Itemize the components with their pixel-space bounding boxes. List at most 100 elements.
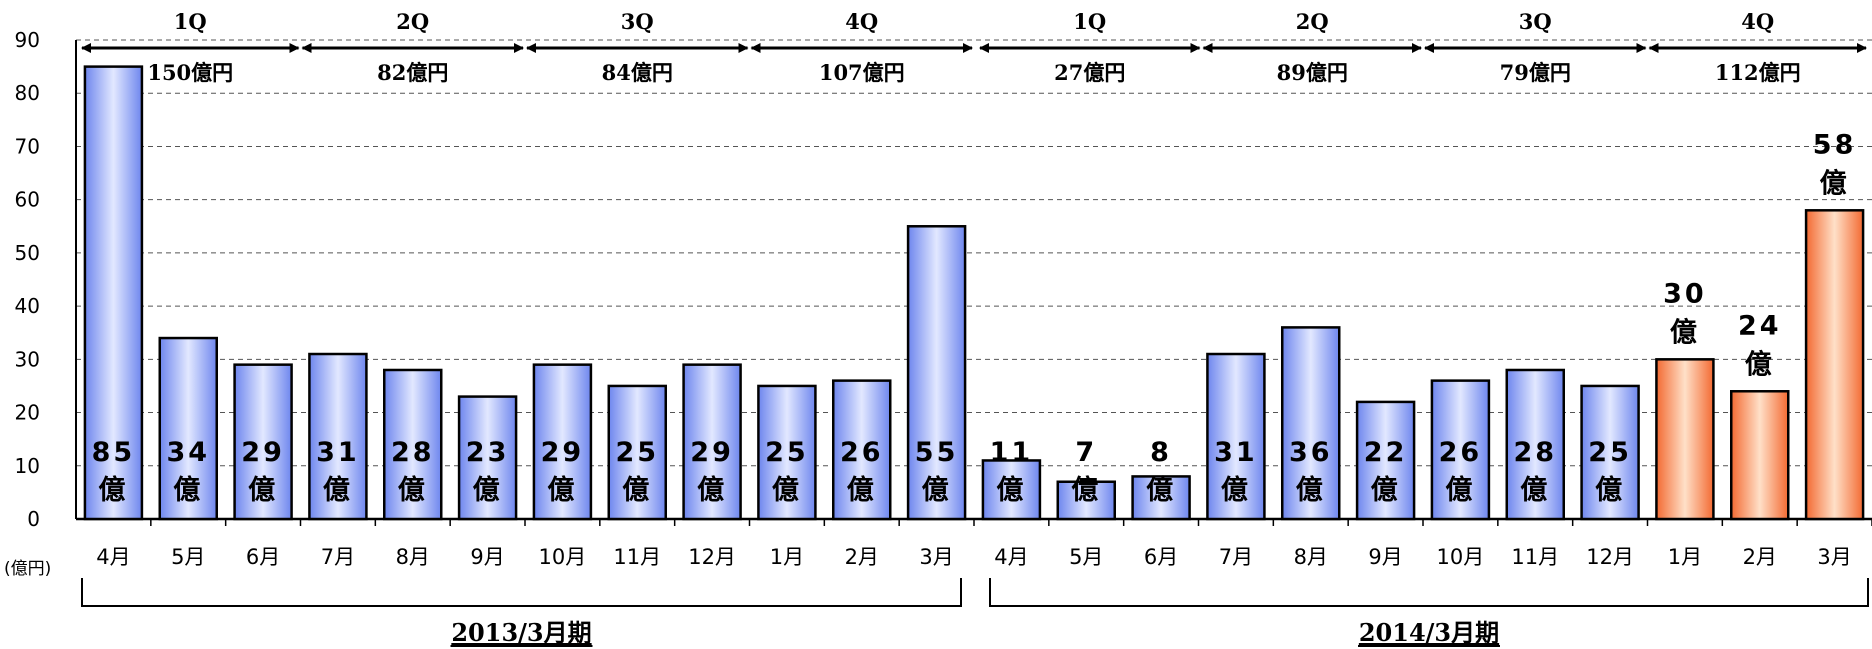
bar-12月 <box>1580 384 1640 521</box>
month-label: 4月 <box>994 545 1028 569</box>
data-label-value: 30 <box>1663 278 1707 309</box>
bar-3月 <box>906 225 967 521</box>
data-label-value: 55 <box>915 437 959 468</box>
month-label: 12月 <box>1586 545 1634 569</box>
month-label: 7月 <box>1219 545 1253 569</box>
data-label-unit: 億 <box>98 475 128 506</box>
bar-10月 <box>1430 379 1491 521</box>
data-label-value: 36 <box>1289 437 1333 468</box>
quarter-label: 3Q <box>1519 9 1552 34</box>
month-label: 8月 <box>396 545 430 569</box>
bar-4月 <box>83 65 144 521</box>
y-tick-label: 20 <box>15 401 40 425</box>
month-label: 1月 <box>1668 545 1702 569</box>
data-label-value: 24 <box>1738 310 1782 341</box>
y-tick-label: 80 <box>15 81 40 105</box>
quarter-annotations: 1Q 150億円 2Q 82億円 3Q 84億円 4Q 107億円 1Q 27億円 2Q 89億円 3Q… <box>81 9 1867 85</box>
quarter-label: 2Q <box>1296 9 1329 34</box>
data-label-value: 31 <box>316 437 360 468</box>
month-label: 3月 <box>919 545 953 569</box>
data-label-unit: 億 <box>996 475 1026 506</box>
data-label-unit: 億 <box>1670 317 1700 348</box>
y-tick-label: 10 <box>15 454 40 478</box>
data-label-unit: 億 <box>1820 168 1850 199</box>
bar-7月 <box>308 352 368 521</box>
data-label-value: 25 <box>615 437 659 468</box>
y-tick-label: 50 <box>15 241 40 265</box>
y-tick-label: 0 <box>27 507 40 531</box>
data-label-value: 29 <box>541 437 585 468</box>
y-tick-label: 40 <box>15 294 40 318</box>
data-label-unit: 億 <box>1445 475 1475 506</box>
bar-9月 <box>457 395 518 521</box>
y-tick-label: 90 <box>15 28 40 52</box>
data-label-value: 26 <box>1439 437 1483 468</box>
data-label-value: 23 <box>466 437 510 468</box>
month-label: 3月 <box>1817 545 1851 569</box>
month-label: 12月 <box>688 545 736 569</box>
bar-7月 <box>1206 352 1266 521</box>
data-label-unit: 億 <box>323 475 353 506</box>
data-label-unit: 億 <box>1071 475 1101 506</box>
data-label-value: 25 <box>765 437 809 468</box>
quarter-total: 107億円 <box>819 60 905 85</box>
month-label: 10月 <box>1437 545 1485 569</box>
data-label-value: 7 <box>1075 437 1097 468</box>
bar-11月 <box>1505 368 1565 521</box>
data-label-unit: 億 <box>398 475 428 506</box>
bar-9月 <box>1355 400 1416 521</box>
data-label-unit: 億 <box>697 475 727 506</box>
gridlines <box>76 39 1872 467</box>
y-tick-label: 70 <box>15 134 40 158</box>
period-label: 2013/3月期 <box>451 618 591 647</box>
quarter-label: 4Q <box>1741 9 1774 34</box>
bar-3月 <box>1804 209 1865 521</box>
y-tick-label: 60 <box>15 188 40 212</box>
bar-4月 <box>981 459 1042 521</box>
data-label-value: 22 <box>1364 437 1408 468</box>
month-label: 1月 <box>770 545 804 569</box>
data-label-value: 28 <box>391 437 435 468</box>
bar-2月 <box>1730 390 1790 521</box>
month-label: 7月 <box>321 545 355 569</box>
month-label: 9月 <box>470 545 504 569</box>
data-label-value: 58 <box>1813 129 1857 160</box>
bar-12月 <box>682 363 742 521</box>
period-bracket <box>81 578 962 607</box>
period-bracket <box>989 578 1869 607</box>
quarter-total: 89億円 <box>1277 60 1348 85</box>
month-label: 11月 <box>613 545 661 569</box>
data-label-unit: 億 <box>473 475 503 506</box>
quarter-label: 1Q <box>174 9 207 34</box>
bar-11月 <box>607 384 667 521</box>
data-label-value: 8 <box>1150 437 1172 468</box>
bar-8月 <box>1281 326 1341 521</box>
data-label-value: 31 <box>1214 437 1258 468</box>
data-label-value: 11 <box>990 437 1034 468</box>
data-label-unit: 億 <box>1371 475 1401 506</box>
month-label: 2月 <box>845 545 879 569</box>
quarter-total: 27億円 <box>1054 60 1125 85</box>
month-label: 6月 <box>246 545 280 569</box>
data-label-unit: 億 <box>772 475 802 506</box>
data-label-value: 26 <box>840 437 884 468</box>
month-label: 6月 <box>1144 545 1178 569</box>
data-label-unit: 億 <box>547 475 577 506</box>
month-label: 10月 <box>539 545 587 569</box>
period-label: 2014/3月期 <box>1359 618 1499 647</box>
data-label-unit: 億 <box>922 475 952 506</box>
bar-10月 <box>532 363 593 521</box>
month-label: 2月 <box>1743 545 1777 569</box>
data-label-unit: 億 <box>248 475 278 506</box>
data-label-unit: 億 <box>173 475 203 506</box>
quarter-total: 112億円 <box>1715 60 1801 85</box>
month-label: 9月 <box>1368 545 1402 569</box>
month-label: 11月 <box>1511 545 1559 569</box>
data-label-value: 29 <box>690 437 734 468</box>
bar-1月 <box>757 384 817 521</box>
month-label: 4月 <box>96 545 130 569</box>
data-label-unit: 億 <box>847 475 877 506</box>
quarter-total: 79億円 <box>1500 60 1571 85</box>
data-label-unit: 億 <box>1520 475 1550 506</box>
quarter-total: 82億円 <box>377 60 448 85</box>
